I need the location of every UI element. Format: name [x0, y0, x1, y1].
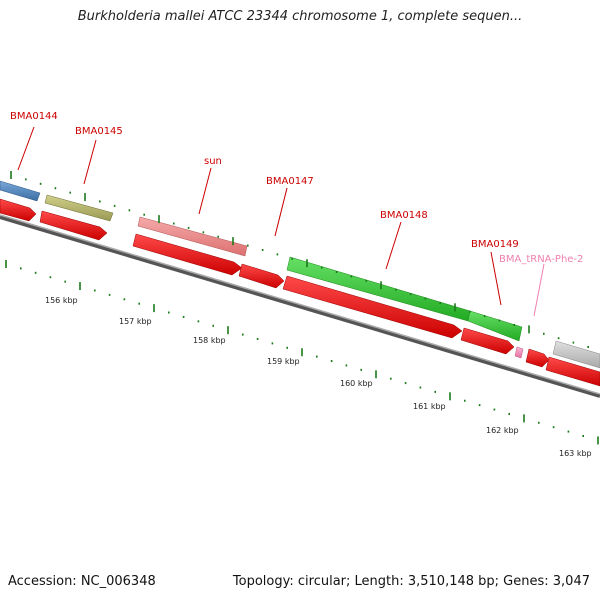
cds-arrow[interactable] [39, 210, 108, 241]
summary-text: Topology: circular; Length: 3,510,148 bp… [232, 574, 590, 589]
cds-arrow[interactable] [525, 348, 550, 368]
gene-label-bma0144[interactable]: BMA0144 [10, 111, 58, 122]
leader-line [17, 126, 35, 171]
scale-label: 158 kbp [193, 336, 226, 345]
scale-label: 161 kbp [413, 402, 446, 411]
leader-line [83, 139, 97, 185]
scale-label: 159 kbp [267, 357, 300, 366]
leader-line [198, 167, 212, 215]
gene-label-sun[interactable]: sun [204, 156, 222, 167]
leader-line [533, 263, 545, 317]
scale-label: 156 kbp [45, 296, 78, 305]
sequence-backbone-highlight [0, 214, 600, 395]
accession-text: Accession: NC_006348 [8, 574, 156, 589]
gene-label-bma-trna-phe-2[interactable]: BMA_tRNA-Phe-2 [499, 254, 583, 265]
gene-labels: BMA0144 BMA0145 sun BMA0147 BMA0148 BMA0… [10, 111, 583, 317]
gene-feature-left-partial[interactable] [0, 180, 41, 202]
cds-arrow[interactable] [282, 275, 463, 339]
cds-arrow[interactable] [545, 356, 600, 387]
cds-arrow[interactable] [132, 233, 243, 276]
scale-labels: 156 kbp 157 kbp 158 kbp 159 kbp 160 kbp … [45, 296, 592, 458]
scale-label: 160 kbp [340, 379, 373, 388]
cds-arrow[interactable] [460, 327, 515, 355]
scale-label: 162 kbp [486, 426, 519, 435]
scale-tick-track [5, 260, 599, 445]
scale-label: 157 kbp [119, 317, 152, 326]
gene-feature-bma0149[interactable] [467, 310, 523, 342]
gene-label-bma0149[interactable]: BMA0149 [471, 239, 519, 250]
gene-feature-bma0145[interactable] [44, 194, 114, 222]
scale-label: 163 kbp [559, 449, 592, 458]
cds-arrows [0, 198, 600, 387]
leader-line [490, 251, 502, 306]
map-title: Burkholderia mallei ATCC 23344 chromosom… [77, 9, 523, 24]
gene-feature-right-partial[interactable] [552, 340, 600, 369]
gene-feature-sun[interactable] [137, 216, 248, 257]
gene-label-bma0148[interactable]: BMA0148 [380, 210, 428, 221]
sequence-backbone [0, 215, 600, 398]
cds-arrow[interactable] [238, 263, 285, 289]
gene-label-bma0147[interactable]: BMA0147 [266, 176, 314, 187]
leader-line [274, 187, 288, 237]
trna-arrow[interactable] [514, 346, 524, 359]
gene-features [0, 180, 600, 369]
upper-tick-track [10, 171, 590, 349]
cds-arrow[interactable] [0, 198, 37, 222]
leader-line [385, 221, 402, 270]
gene-label-bma0145[interactable]: BMA0145 [75, 126, 123, 137]
